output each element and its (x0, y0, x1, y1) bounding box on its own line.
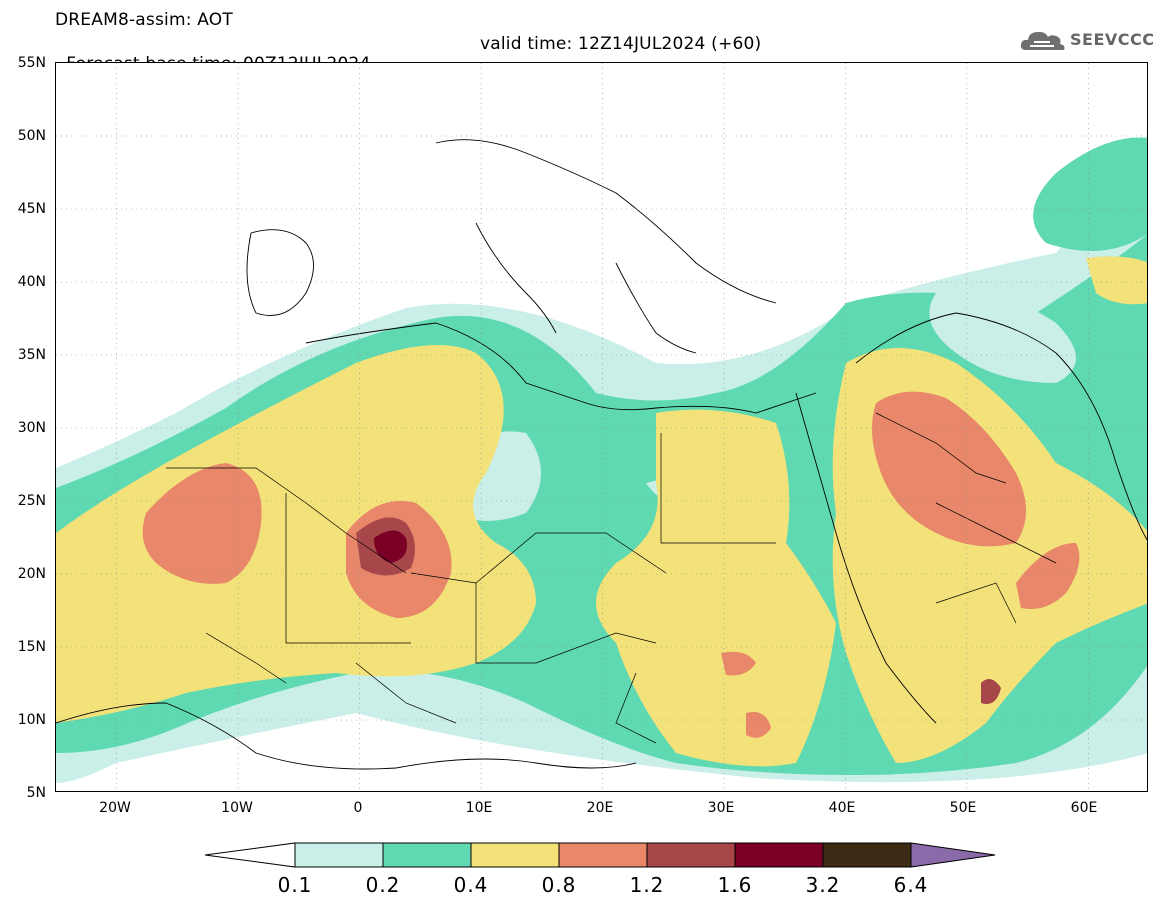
lat-label-30n: 30N (17, 420, 46, 436)
colorbar-label: 0.1 (277, 873, 313, 897)
logo-text: SEEVCCC (1070, 30, 1155, 49)
colorbar-lower-triangle (205, 842, 296, 868)
lon-label-60e: 60E (1070, 800, 1098, 816)
lat-label-10n: 10N (17, 712, 46, 728)
map-canvas (56, 63, 1147, 791)
lon-label-20w: 20W (99, 800, 131, 816)
lon-label-50e: 50E (949, 800, 977, 816)
colorbar-upper-triangle (910, 842, 996, 868)
valid-time: valid time: 12Z14JUL2024 (+60) (480, 34, 762, 54)
colorbar-label: 3.2 (805, 873, 841, 897)
lon-label-10w: 10W (221, 800, 253, 816)
colorbar-label: 0.4 (453, 873, 489, 897)
lat-label-5n: 5N (26, 785, 46, 801)
lat-label-55n: 55N (17, 55, 46, 71)
lon-label-40e: 40E (828, 800, 856, 816)
lat-label-35n: 35N (17, 347, 46, 363)
colorbar-swatch-0.2 (382, 842, 472, 868)
colorbar-label: 1.6 (717, 873, 753, 897)
lat-label-45n: 45N (17, 201, 46, 217)
lat-label-25n: 25N (17, 493, 46, 509)
lat-label-40n: 40N (17, 274, 46, 290)
colorbar-label: 6.4 (893, 873, 929, 897)
aot-map (55, 62, 1148, 792)
graticule (56, 63, 1147, 791)
chart-title: DREAM8-assim: AOT (55, 10, 233, 30)
colorbar-swatch-3.2 (822, 842, 912, 868)
colorbar-swatch-0.8 (558, 842, 648, 868)
colorbar-swatch-0.4 (470, 842, 560, 868)
lat-label-20n: 20N (17, 566, 46, 582)
colorbar-label: 0.8 (541, 873, 577, 897)
seevccc-logo: SEEVCCC (1018, 24, 1158, 58)
coastlines (56, 139, 1147, 770)
lon-label-10e: 10E (465, 800, 493, 816)
colorbar-swatch-0.1 (294, 842, 384, 868)
cloud-icon (1020, 31, 1065, 50)
colorbar-swatch-1.6 (734, 842, 824, 868)
lon-label-0: 0 (353, 800, 363, 816)
aot-band-1.6 (374, 530, 407, 563)
colorbar-swatch-1.2 (646, 842, 736, 868)
colorbar (205, 842, 996, 868)
colorbar-label: 0.2 (365, 873, 401, 897)
lat-label-50n: 50N (17, 128, 46, 144)
lon-label-30e: 30E (707, 800, 735, 816)
lat-label-15n: 15N (17, 639, 46, 655)
lon-label-20e: 20E (586, 800, 614, 816)
colorbar-label: 1.2 (629, 873, 665, 897)
